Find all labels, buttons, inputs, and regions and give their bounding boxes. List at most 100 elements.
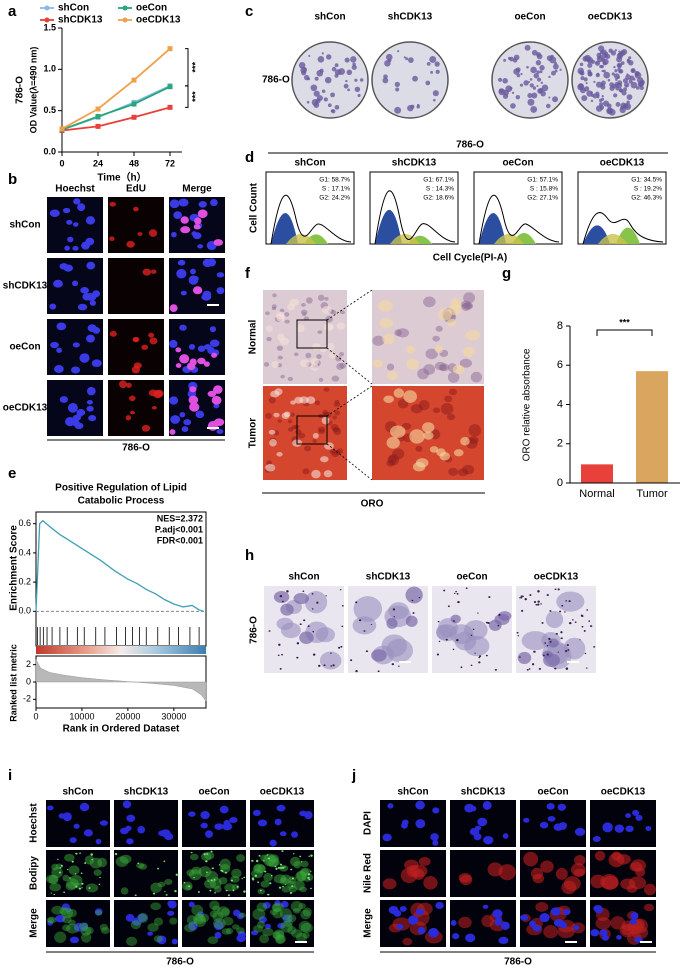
cell <box>284 312 290 317</box>
cell <box>532 873 545 884</box>
cell <box>271 902 284 912</box>
cell <box>341 625 344 628</box>
cell <box>164 832 174 841</box>
cell <box>400 867 418 884</box>
colony <box>435 69 440 74</box>
cell <box>181 426 189 433</box>
colony <box>537 77 542 82</box>
significance: *** <box>190 62 200 73</box>
cell <box>584 652 587 655</box>
cell <box>59 907 69 916</box>
cell <box>299 359 310 367</box>
cell <box>296 324 305 333</box>
cell <box>446 318 457 327</box>
legend-label: oeCDK13 <box>136 15 181 26</box>
cell <box>382 333 395 345</box>
cell <box>213 878 216 881</box>
cell <box>85 926 94 935</box>
cell <box>236 854 246 862</box>
cell <box>230 879 234 882</box>
cell <box>191 904 204 916</box>
cell <box>643 903 655 912</box>
cell <box>318 664 321 667</box>
cell <box>284 866 286 868</box>
cell <box>211 352 218 358</box>
cell <box>430 833 439 841</box>
cell <box>47 920 54 926</box>
chart-title: Positive Regulation of Lipid <box>55 483 187 494</box>
cell <box>393 388 405 398</box>
x-tick-label: 30000 <box>161 711 186 721</box>
cell <box>289 891 293 894</box>
colony <box>614 49 618 52</box>
x-tick-label: 72 <box>165 158 175 168</box>
cell <box>169 199 180 209</box>
cell <box>311 593 314 595</box>
cell <box>439 364 447 371</box>
column-label: oeCon <box>198 787 229 798</box>
cell <box>547 816 556 822</box>
cell <box>304 591 328 614</box>
cell <box>402 937 413 946</box>
histogram <box>270 194 352 245</box>
cell <box>170 415 181 424</box>
cell <box>590 929 600 937</box>
cell <box>99 820 108 826</box>
cell <box>428 927 439 938</box>
cell <box>236 927 245 934</box>
colony <box>316 95 323 102</box>
cell <box>62 207 71 214</box>
colony <box>550 54 554 59</box>
cell <box>602 822 613 833</box>
colony <box>410 104 415 109</box>
cell <box>302 590 305 593</box>
cell <box>350 659 353 662</box>
cell <box>409 429 425 444</box>
cell <box>225 889 228 892</box>
cell <box>206 853 209 855</box>
cell <box>444 395 453 403</box>
cell <box>568 621 572 625</box>
cell <box>78 922 89 930</box>
cell <box>169 917 178 925</box>
colony <box>621 49 628 55</box>
colony <box>616 62 623 69</box>
column-label: oeCDK13 <box>588 12 633 23</box>
cell <box>232 889 235 892</box>
cell <box>189 402 200 412</box>
cell <box>408 915 419 925</box>
cell <box>371 649 387 662</box>
cell <box>331 375 340 382</box>
cell <box>252 908 266 920</box>
cell <box>53 279 63 288</box>
cell <box>595 917 612 930</box>
micrograph <box>114 900 178 947</box>
cell <box>175 363 182 368</box>
colony <box>513 54 520 61</box>
cell <box>292 907 301 914</box>
cell <box>220 869 223 872</box>
cell <box>581 625 584 628</box>
cell <box>209 889 212 892</box>
cell <box>457 601 460 604</box>
cell <box>69 874 83 886</box>
cell <box>538 668 542 670</box>
cell <box>293 593 310 605</box>
histogram <box>478 194 560 245</box>
cell <box>73 882 82 889</box>
cell <box>233 909 241 917</box>
cell <box>521 609 524 612</box>
cell <box>560 637 563 640</box>
cell <box>58 871 62 874</box>
cell <box>392 608 396 611</box>
colony <box>630 81 638 89</box>
cell <box>236 934 246 943</box>
cell <box>340 645 343 648</box>
cell <box>319 651 342 670</box>
cell <box>91 859 94 861</box>
cell <box>303 619 306 622</box>
cell <box>272 903 282 913</box>
x-tick-label: 0 <box>59 158 64 168</box>
cell <box>300 861 303 863</box>
